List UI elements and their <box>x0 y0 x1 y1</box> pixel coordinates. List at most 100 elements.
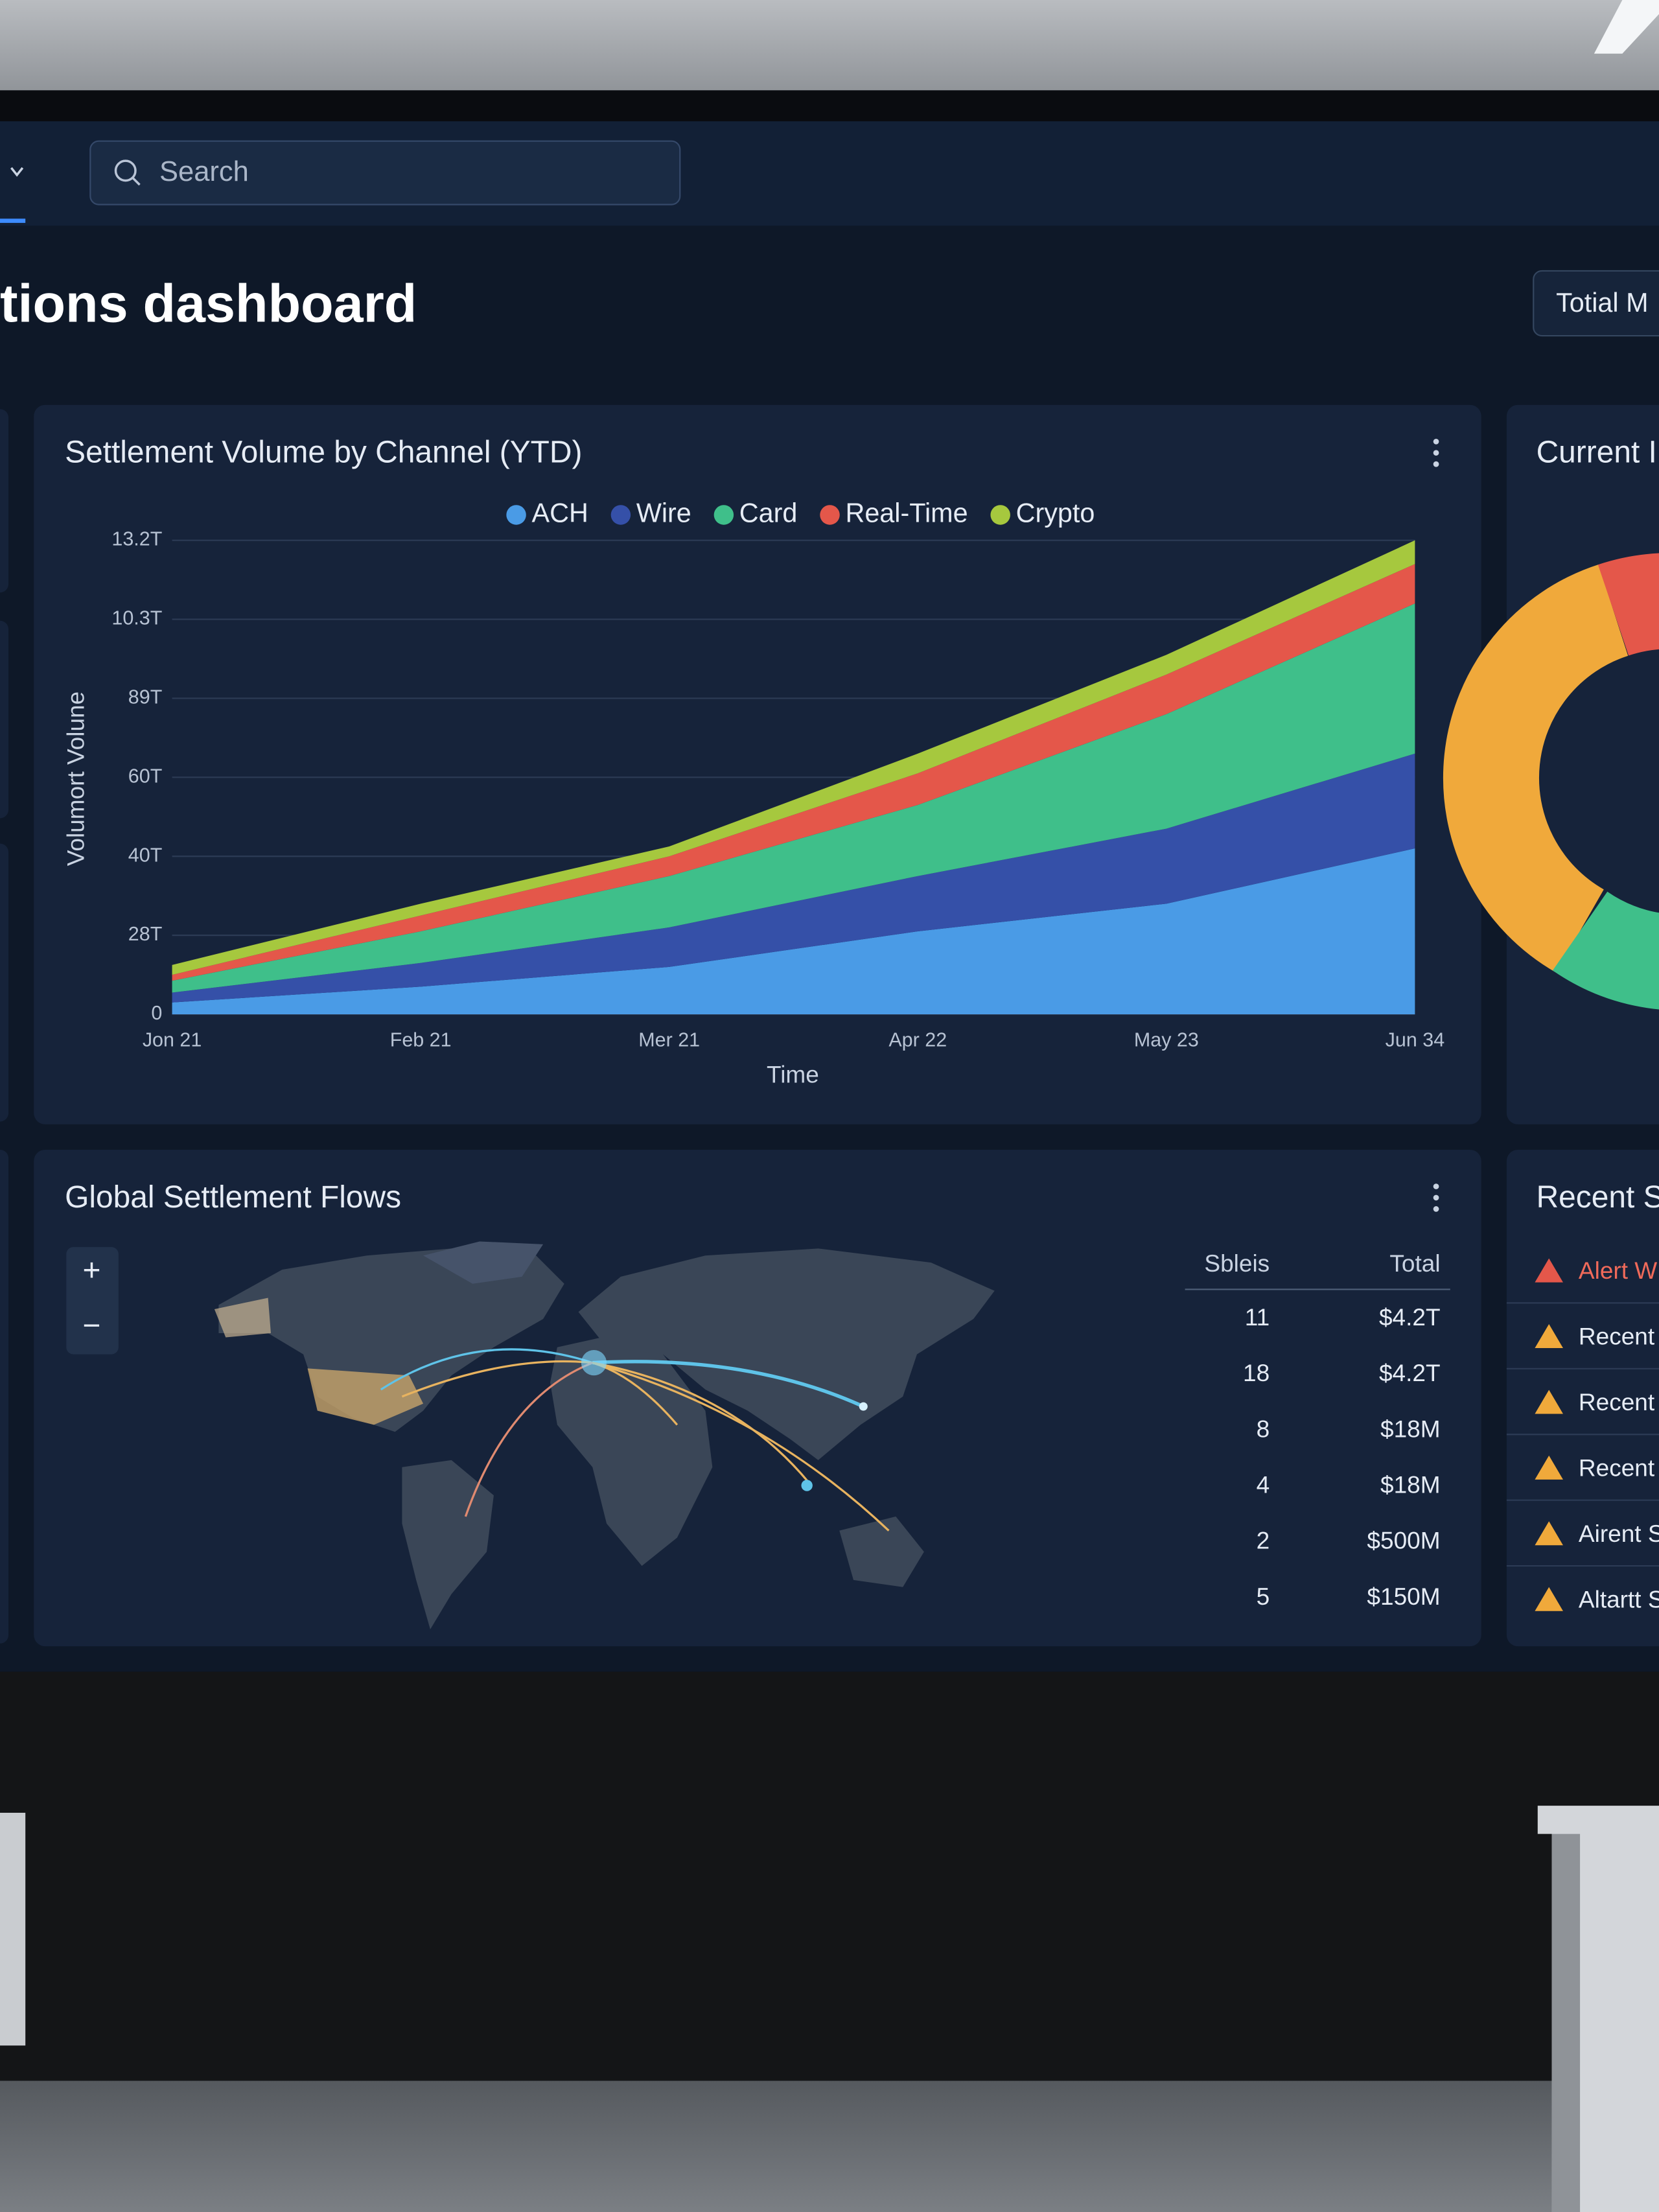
flow-arc <box>464 1362 593 1517</box>
dropdown-chevron[interactable] <box>10 167 24 177</box>
map-north-america <box>218 1248 564 1432</box>
alert-icon <box>1535 1455 1563 1480</box>
map-australia <box>839 1516 924 1587</box>
legend-swatch <box>713 505 734 525</box>
alert-text[interactable]: Recent <box>1579 1323 1655 1350</box>
flow-node <box>801 1480 813 1491</box>
x-tick-label: Apr 22 <box>888 1029 947 1051</box>
search-icon <box>132 177 141 186</box>
header-button[interactable] <box>1533 270 1659 337</box>
flow-arcs <box>380 1348 890 1531</box>
table-cell: 2 <box>1257 1528 1270 1554</box>
search-box[interactable] <box>89 140 681 205</box>
donut-segment <box>1443 565 1629 973</box>
screen-bezel <box>0 90 1659 122</box>
y-tick-label: 40T <box>128 844 163 866</box>
wall <box>0 1671 1659 2095</box>
y-tick-label: 13.2T <box>111 528 162 550</box>
page-title: tions dashboard <box>0 273 417 333</box>
table-cell: 8 <box>1257 1415 1270 1442</box>
legend-swatch <box>820 505 840 525</box>
x-axis-label: Time <box>767 1062 819 1088</box>
legend-label: Crypto <box>1016 498 1095 528</box>
alert-icon <box>1535 1324 1563 1349</box>
area-series <box>172 753 1415 1003</box>
legend-label: ACH <box>532 498 588 528</box>
table-header: Sbleis <box>1204 1250 1270 1277</box>
panel <box>0 1149 9 1644</box>
y-tick-label: 89T <box>128 686 163 708</box>
legend-swatch <box>610 505 631 525</box>
legend: ACH Wire Card Real-Time Crypto <box>506 498 1095 528</box>
panel <box>0 409 9 593</box>
flow-arc <box>592 1362 812 1487</box>
panel-menu[interactable] <box>1433 438 1439 467</box>
alert-icon <box>1535 1258 1563 1283</box>
map-africa <box>550 1333 713 1566</box>
zoom-control <box>66 1247 119 1355</box>
area-series <box>172 848 1415 1015</box>
y-tick-label: 28T <box>128 923 163 945</box>
panel <box>0 843 9 1122</box>
table-cell: 4 <box>1257 1472 1270 1498</box>
world-map <box>214 1241 995 1630</box>
legend-label: Card <box>739 498 798 528</box>
table-cell: 11 <box>1245 1304 1270 1331</box>
table-cell: $500M <box>1367 1528 1440 1554</box>
zoom-in[interactable]: + <box>83 1253 101 1288</box>
alert-text[interactable]: Recent <box>1579 1389 1655 1415</box>
legend-label: Real-Time <box>845 498 968 528</box>
map-eurasia <box>578 1248 995 1460</box>
flow-hub <box>581 1350 607 1376</box>
table-cell: 18 <box>1243 1360 1270 1386</box>
search-placeholder: Search <box>159 156 249 187</box>
flow-arc <box>592 1362 890 1531</box>
x-tick-label: May 23 <box>1134 1029 1199 1051</box>
table-cell: 5 <box>1257 1583 1270 1610</box>
ceiling <box>0 0 1659 99</box>
alert-icon <box>1535 1587 1563 1611</box>
table-cell: $4.2T <box>1379 1304 1441 1331</box>
ceiling-light <box>1594 0 1659 54</box>
alert-icon <box>1535 1521 1563 1546</box>
y-tick-label: 0 <box>151 1002 162 1024</box>
alert-text[interactable]: Altartt S <box>1579 1586 1659 1612</box>
desk-left <box>0 1813 26 2046</box>
panel-menu[interactable] <box>1433 1183 1439 1212</box>
table-cell: $4.2T <box>1379 1360 1441 1386</box>
x-tick-label: Mer 21 <box>638 1029 700 1051</box>
floor <box>0 2080 1659 2212</box>
alert-text[interactable]: Airent S <box>1579 1520 1659 1547</box>
table-cell: $150M <box>1367 1583 1440 1610</box>
donut-segment <box>1597 553 1659 657</box>
legend-swatch <box>990 505 1010 525</box>
map-highlight <box>214 1298 271 1338</box>
table-cell: $18M <box>1380 1472 1441 1498</box>
alert-text[interactable]: Alert W <box>1579 1257 1657 1284</box>
alert-text[interactable]: Recent <box>1579 1454 1655 1481</box>
header-button-label: Totial M <box>1556 288 1648 318</box>
table-cell: $18M <box>1380 1415 1441 1442</box>
flow-arc <box>592 1360 864 1408</box>
y-tick-label: 60T <box>128 765 163 787</box>
panel <box>0 620 9 819</box>
zoom-out[interactable]: − <box>83 1309 101 1343</box>
area-series <box>172 603 1415 993</box>
donut-segment <box>1552 891 1659 1010</box>
current-title: Current I <box>1537 436 1657 470</box>
x-tick-label: Jun 34 <box>1386 1029 1445 1051</box>
table-header: Total <box>1389 1250 1440 1277</box>
flows-title: Global Settlement Flows <box>65 1180 401 1215</box>
donut <box>1443 553 1659 1010</box>
y-tick-label: 10.3T <box>111 607 162 629</box>
flow-arc <box>401 1360 593 1398</box>
legend-label: Wire <box>636 498 691 528</box>
desk-leg <box>1551 1834 1581 2212</box>
x-tick-label: Jon 21 <box>143 1029 202 1051</box>
flow-node <box>859 1402 868 1411</box>
flow-arc <box>380 1348 593 1391</box>
chart-title: Settlement Volume by Channel (YTD) <box>65 436 582 470</box>
map-greenland <box>423 1241 544 1284</box>
